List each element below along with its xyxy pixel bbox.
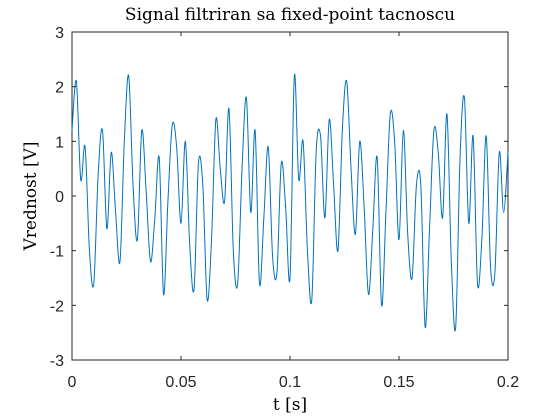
x-axis-label: t [s] <box>273 395 307 415</box>
x-tick-label: 0.1 <box>279 374 301 391</box>
y-tick-label: 3 <box>55 25 64 42</box>
plot-area <box>71 31 509 361</box>
x-tick-label: 0.05 <box>165 374 196 391</box>
x-axis: 0 0.05 0.1 0.15 0.2 <box>68 32 519 391</box>
y-tick-label: 0 <box>55 189 64 206</box>
y-tick-label: -2 <box>50 298 64 315</box>
x-tick-label: 0.15 <box>383 374 414 391</box>
y-axis-label: Vrednost [V] <box>21 141 41 251</box>
y-tick-label: -1 <box>50 244 64 261</box>
series-line <box>71 73 509 332</box>
x-tick-label: 0 <box>68 374 77 391</box>
y-tick-label: 1 <box>55 134 64 151</box>
axes-frame <box>71 31 509 361</box>
y-axis: -3 -2 -1 0 1 2 3 <box>50 25 508 370</box>
y-tick-label: 2 <box>55 80 64 97</box>
chart-title: Signal filtriran sa fixed-point tacnoscu <box>125 5 455 25</box>
x-tick-label: 0.2 <box>497 374 519 391</box>
y-tick-label: -3 <box>50 353 64 370</box>
